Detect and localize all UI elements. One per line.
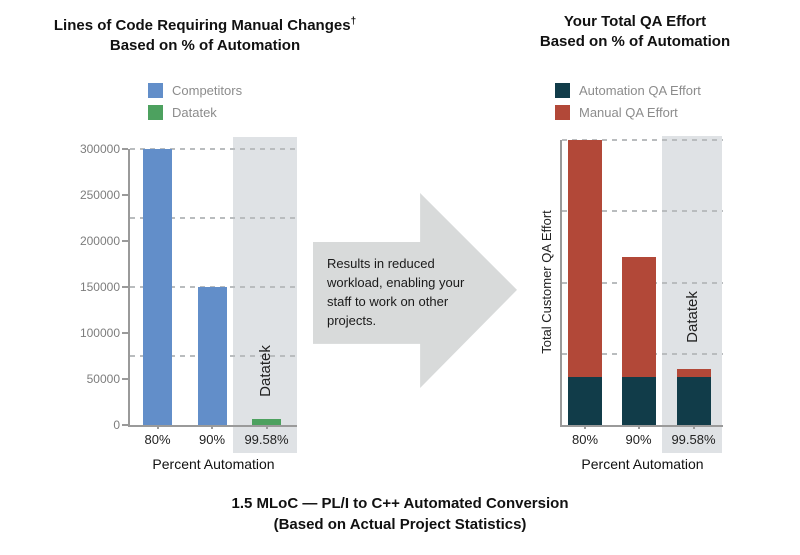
x-tick-mark-90-	[211, 425, 213, 429]
bar-manual-qa-effort-90-	[621, 256, 656, 377]
right-x-axis-line	[560, 425, 723, 427]
gridline-75	[562, 210, 723, 213]
caption-line2: (Based on Actual Project Statistics)	[273, 516, 527, 533]
gridline-225000	[130, 217, 297, 219]
y-tick-mark-100000	[122, 331, 128, 334]
x-tick-mark-99.58-	[265, 425, 268, 429]
left-highlight-band	[233, 137, 297, 453]
x-tick-label-99.58-: 99.58%	[671, 432, 716, 447]
left-y-axis-line	[128, 149, 130, 425]
left-chart-title-line1: Lines of Code Requiring Manual Changes†	[53, 16, 357, 34]
arrow-text: Results in reduced workload, enabling yo…	[327, 256, 465, 328]
gridline-100	[562, 139, 723, 141]
x-tick-mark-80-	[156, 425, 159, 429]
y-tick-label-250000: 250000	[79, 187, 120, 202]
legend-swatch-manual-qa-effort	[555, 105, 570, 120]
y-tick-mark-200000	[122, 239, 128, 242]
legend-swatch-competitors	[148, 83, 163, 98]
dagger-footnote-mark: †	[350, 16, 357, 27]
x-tick-mark-99.58-	[692, 425, 695, 429]
legend-swatch-datatek	[148, 105, 163, 120]
caption-line1: 1.5 MLoC — PL/I to C++ Automated Convers…	[231, 495, 569, 512]
x-tick-label-80-: 80%	[144, 432, 171, 447]
gridline-300000	[130, 148, 297, 150]
bar-manual-qa-effort-99.58-	[676, 369, 711, 377]
y-tick-label-300000: 300000	[79, 142, 120, 156]
bar-automation-qa-effort-80-	[568, 376, 602, 425]
y-tick-mark-300000	[122, 148, 128, 150]
legend-label: Manual QA Effort	[579, 105, 678, 120]
right-chart-title-line2: Based on % of Automation	[539, 33, 731, 50]
right-y-axis-line	[560, 140, 562, 425]
y-tick-mark-0	[122, 424, 128, 426]
right-chart-title: Your Total QA Effort Based on % of Autom…	[485, 12, 785, 52]
bar-manual-qa-effort-80-	[568, 140, 602, 377]
y-tick-label-0: 0	[113, 418, 120, 432]
legend-label: Automation QA Effort	[579, 83, 701, 98]
right-plot: Percent Automation 80% 90% 99.58%	[560, 136, 723, 472]
legend-item-datatek: Datatek	[148, 105, 242, 120]
x-tick-mark-80-	[584, 425, 586, 429]
bar-competitors-80-	[143, 149, 172, 425]
y-tick-label-150000: 150000	[79, 280, 120, 294]
legend-item-competitors: Competitors	[148, 83, 242, 98]
legend-item-manual-qa-effort: Manual QA Effort	[555, 105, 701, 120]
right-datatek-annotation: Datatek	[684, 291, 701, 343]
right-chart-title-line1: Your Total QA Effort	[563, 13, 707, 30]
left-chart-title: Lines of Code Requiring Manual Changes† …	[10, 12, 400, 56]
y-tick-label-200000: 200000	[79, 233, 120, 248]
x-tick-mark-90-	[637, 425, 640, 429]
y-tick-mark-50000	[122, 378, 128, 380]
legend-label: Competitors	[172, 83, 243, 98]
bar-automation-qa-effort-99.58-	[676, 376, 711, 425]
y-tick-mark-250000	[122, 193, 128, 196]
left-datatek-annotation: Datatek	[257, 345, 274, 397]
legend-label: Datatek	[172, 105, 217, 120]
right-x-axis-title: Percent Automation	[581, 456, 704, 472]
y-tick-label-50000: 50000	[86, 372, 120, 386]
legend-item-automation-qa-effort: Automation QA Effort	[555, 83, 701, 98]
y-tick-mark-150000	[122, 286, 128, 288]
right-chart-legend: Automation QA Effort Manual QA Effort	[555, 83, 701, 127]
left-chart-title-line2: Based on % of Automation	[109, 37, 301, 54]
x-tick-label-90-: 90%	[625, 432, 652, 447]
y-tick-label-100000: 100000	[79, 325, 120, 340]
bar-automation-qa-effort-90-	[621, 376, 656, 425]
x-tick-label-90-: 90%	[198, 432, 226, 447]
x-tick-label-99.58-: 99.58%	[244, 432, 289, 447]
x-tick-label-80-: 80%	[571, 432, 599, 447]
bottom-caption: 1.5 MLoC — PL/I to C++ Automated Convers…	[0, 493, 800, 535]
left-plot: Percent Automation 0 50000 100000 150000 200…	[80, 137, 297, 472]
bar-competitors-90-	[197, 287, 227, 425]
legend-swatch-automation-qa-effort	[555, 83, 570, 98]
right-y-axis-title: Total Customer QA Effort	[539, 210, 554, 354]
bar-datatek-99.58-	[252, 419, 281, 425]
left-x-axis-title: Percent Automation	[152, 456, 275, 472]
left-chart-legend: Competitors Datatek	[148, 83, 242, 127]
